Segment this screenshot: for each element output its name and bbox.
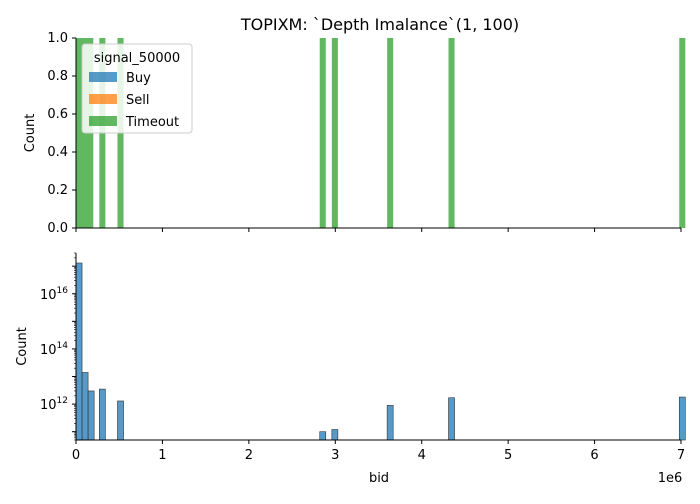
top-y-tick-label: 0.8 bbox=[47, 69, 68, 84]
bar-buy bbox=[75, 262, 83, 441]
legend-swatch-buy bbox=[89, 72, 117, 82]
bar-buy bbox=[678, 396, 686, 441]
top-y-tick-label: 1.0 bbox=[47, 31, 68, 46]
top-panel: 0.0 0.2 0.4 0.6 0.8 1.0 Count signal_50000 Buy Se… bbox=[23, 31, 686, 236]
bottom-x-tick-label: 3 bbox=[331, 448, 339, 463]
bottom-x-tick-label: 2 bbox=[245, 448, 253, 463]
bar-buy bbox=[87, 390, 95, 441]
bar-timeout bbox=[448, 38, 455, 228]
bottom-y-tick-label: 1012 bbox=[40, 396, 68, 413]
bottom-x-axis-label: bid bbox=[369, 471, 389, 486]
legend-title: signal_50000 bbox=[94, 51, 180, 66]
bar-buy bbox=[81, 372, 89, 441]
bottom-x-tick-label: 4 bbox=[418, 448, 426, 463]
bottom-panel: 1012 1014 1016 0 1 2 3 4 5 6 7 1e6 bid Count bbox=[15, 252, 686, 486]
bar-buy bbox=[319, 431, 327, 441]
bar-buy bbox=[448, 397, 455, 441]
chart-title: TOPIXM: `Depth Imalance`(1, 100) bbox=[240, 15, 519, 34]
legend-swatch-sell bbox=[89, 94, 117, 104]
bar-timeout bbox=[387, 38, 394, 228]
top-y-tick-label: 0.6 bbox=[47, 107, 68, 122]
legend-swatch-timeout bbox=[89, 116, 117, 126]
bottom-y-tick-label: 1014 bbox=[40, 341, 68, 358]
bar-buy bbox=[99, 388, 106, 441]
bar-timeout bbox=[331, 38, 338, 228]
legend-label-sell: Sell bbox=[126, 93, 149, 108]
top-y-tick-label: 0.4 bbox=[47, 145, 68, 160]
bar-buy bbox=[331, 429, 339, 441]
legend-box bbox=[81, 43, 193, 134]
bottom-x-tick-label: 5 bbox=[504, 448, 512, 463]
bar-timeout bbox=[679, 38, 686, 228]
bar-buy bbox=[386, 405, 394, 441]
bottom-x-tick-label: 0 bbox=[72, 448, 80, 463]
legend: signal_50000 Buy Sell Timeout bbox=[81, 43, 193, 134]
bar-timeout bbox=[319, 38, 326, 228]
x-offset-label: 1e6 bbox=[658, 471, 683, 486]
bottom-y-tick-label: 1016 bbox=[40, 286, 68, 303]
top-y-axis-label: Count bbox=[23, 114, 38, 153]
top-y-tick-label: 0.0 bbox=[47, 221, 68, 236]
top-y-tick-label: 0.2 bbox=[47, 183, 68, 198]
bottom-x-tick-label: 7 bbox=[677, 448, 685, 463]
legend-label-timeout: Timeout bbox=[125, 115, 179, 130]
bar-buy bbox=[117, 400, 124, 441]
legend-label-buy: Buy bbox=[126, 71, 151, 86]
bottom-x-tick-label: 6 bbox=[590, 448, 598, 463]
bottom-y-axis-label: Count bbox=[15, 327, 30, 366]
bottom-x-tick-label: 1 bbox=[158, 448, 166, 463]
